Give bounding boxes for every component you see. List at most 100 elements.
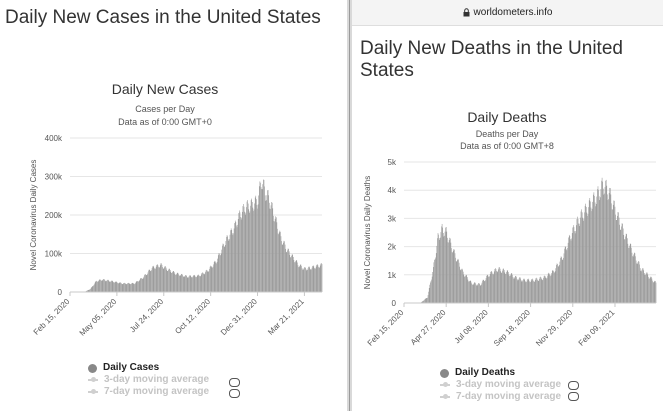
- data-bar: [558, 266, 560, 303]
- data-bar: [179, 275, 181, 292]
- data-bar: [227, 239, 229, 292]
- url-bar[interactable]: worldometers.info: [352, 0, 663, 26]
- data-bar: [152, 266, 153, 292]
- data-bar: [301, 268, 303, 292]
- data-bar: [240, 219, 242, 292]
- data-bar: [94, 283, 95, 292]
- data-bar: [444, 235, 445, 303]
- data-bar: [286, 252, 288, 292]
- data-bar: [591, 208, 593, 303]
- data-bar: [581, 209, 582, 303]
- cases-panel: Daily New Cases in the United States Dai…: [5, 7, 323, 398]
- legend-label: Daily Deaths: [455, 367, 516, 378]
- data-bar: [153, 266, 155, 292]
- data-bar: [113, 282, 115, 292]
- data-bar: [215, 262, 217, 292]
- data-bar: [110, 281, 112, 292]
- data-bar: [564, 248, 565, 303]
- data-bar: [155, 268, 156, 292]
- data-bar: [181, 274, 182, 292]
- data-bar: [215, 261, 216, 292]
- legend-item-daily-cases[interactable]: Daily Cases: [88, 362, 209, 374]
- data-bar: [249, 212, 250, 292]
- toggle-3day-average[interactable]: [229, 378, 240, 387]
- data-bar: [292, 256, 294, 292]
- data-bar: [290, 257, 292, 292]
- legend-item-7day-average[interactable]: 7-day moving average: [440, 391, 561, 403]
- data-bar: [230, 228, 232, 292]
- data-bar: [132, 283, 134, 292]
- data-bar: [592, 201, 594, 303]
- data-bar: [525, 282, 527, 303]
- y-tick-label: 400k: [45, 134, 63, 143]
- data-bar: [118, 283, 119, 292]
- data-bar: [500, 271, 501, 303]
- data-bar: [151, 270, 152, 292]
- data-bar: [302, 269, 303, 292]
- data-bar: [165, 266, 166, 292]
- data-bar: [321, 263, 322, 292]
- data-bar: [423, 300, 425, 303]
- data-bar: [454, 253, 456, 303]
- data-bar: [167, 270, 169, 292]
- data-bar: [617, 212, 619, 303]
- data-bar: [427, 297, 428, 303]
- data-bar: [493, 273, 494, 303]
- data-bar: [512, 274, 513, 303]
- data-bar: [625, 233, 627, 303]
- data-bar: [134, 284, 135, 292]
- data-bar: [543, 277, 544, 303]
- data-bar: [216, 261, 218, 292]
- toggle-7day-average[interactable]: [229, 389, 240, 398]
- data-bar: [192, 277, 193, 292]
- data-bar: [619, 224, 620, 303]
- data-bar: [526, 281, 527, 303]
- data-bar: [598, 196, 600, 303]
- data-bar: [508, 272, 509, 303]
- data-bar: [125, 284, 127, 292]
- data-bar: [506, 271, 507, 303]
- data-bar: [466, 275, 468, 303]
- legend-item-7day-average[interactable]: 7-day moving average: [88, 386, 209, 398]
- data-bar: [148, 270, 149, 292]
- legend-item-daily-deaths[interactable]: Daily Deaths: [440, 367, 561, 379]
- data-bar: [472, 284, 473, 303]
- data-bar: [636, 263, 638, 303]
- data-bar: [655, 282, 657, 303]
- data-bar: [610, 194, 612, 303]
- data-bar: [527, 278, 529, 303]
- legend-item-3day-average[interactable]: 3-day moving average: [88, 374, 209, 386]
- data-bar: [296, 260, 298, 292]
- data-bar: [292, 254, 293, 292]
- data-bar: [306, 270, 308, 292]
- data-bar: [468, 281, 469, 303]
- data-bar: [548, 272, 550, 303]
- data-bar: [508, 274, 510, 303]
- data-bar: [431, 279, 432, 303]
- legend-line-icon: [440, 394, 450, 399]
- data-bar: [191, 277, 193, 292]
- data-bar: [547, 273, 549, 303]
- x-tick-label: Oct 12, 2020: [173, 297, 212, 336]
- toggle-3day-average[interactable]: [568, 381, 579, 390]
- data-bar: [536, 278, 538, 303]
- legend-item-3day-average[interactable]: 3-day moving average: [440, 379, 561, 391]
- toggle-7day-average[interactable]: [568, 392, 579, 401]
- cases-legend: Daily Cases 3-day moving average 7-day m…: [88, 362, 209, 398]
- data-bar: [495, 268, 496, 303]
- data-bar: [547, 275, 548, 303]
- data-bar: [144, 275, 145, 292]
- data-bar: [600, 197, 601, 303]
- data-bar: [91, 287, 92, 292]
- data-bar: [260, 187, 262, 292]
- data-bar: [575, 225, 577, 303]
- chart-subtitle-date: Data as of 0:00 GMT+8: [460, 141, 554, 151]
- data-bar: [311, 269, 312, 292]
- data-bar: [134, 283, 136, 292]
- data-bar: [549, 275, 551, 303]
- data-bar: [430, 281, 432, 303]
- data-bar: [236, 227, 238, 292]
- data-bar: [117, 282, 118, 292]
- data-bar: [615, 219, 617, 303]
- data-bar: [234, 223, 235, 292]
